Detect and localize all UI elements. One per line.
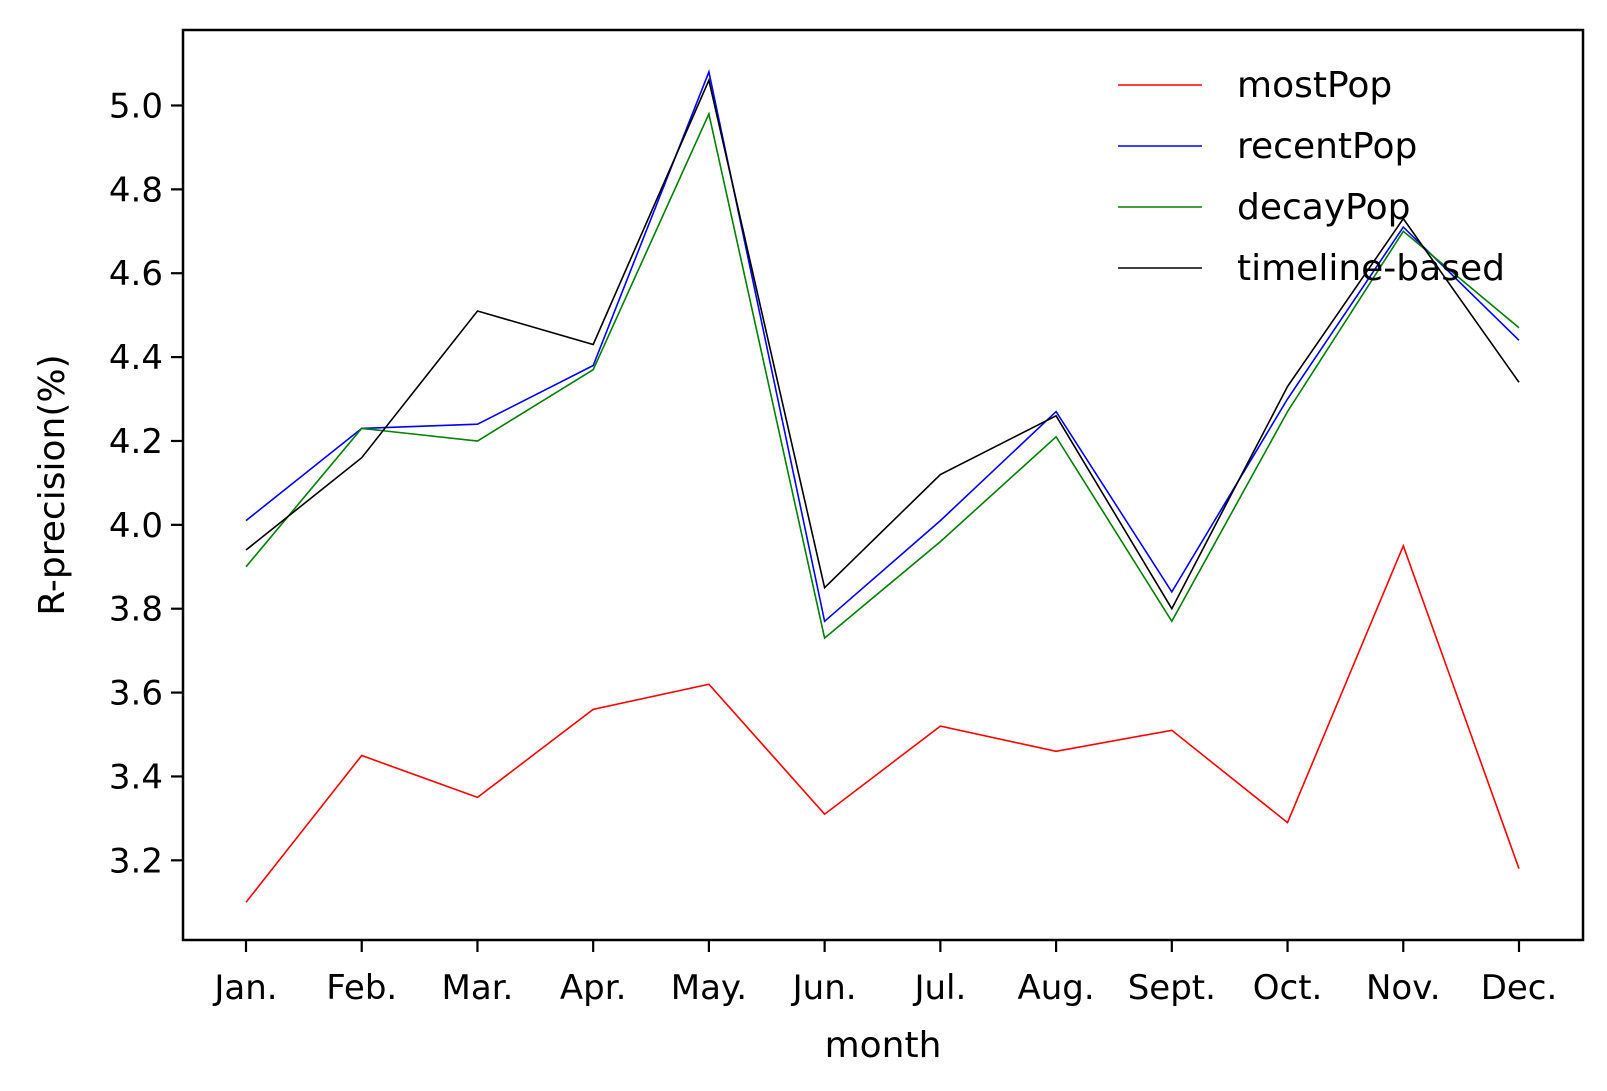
series-line-3 [245,77,1520,611]
x-tick-label: Jun. [791,968,857,1008]
y-axis-ticks: 3.2 3.4 3.6 3.8 4.0 4.2 4.4 4.6 4.8 5.0 [109,86,183,881]
y-tick-label: 3.8 [109,590,163,630]
x-tick-label: Nov. [1366,968,1441,1008]
series-line-0 [245,543,1520,903]
x-tick-label: Sept. [1128,968,1216,1008]
x-tick-label: Aug. [1017,968,1094,1008]
x-tick-label: Mar. [442,968,514,1008]
series-lines [245,69,1520,903]
x-axis-ticks: Jan. Feb. Mar. Apr. May. Jun. Jul. Aug. Sept. Oct… [212,940,1557,1008]
y-tick-label: 4.6 [109,254,163,294]
y-axis-label: R-precision(%) [32,354,73,615]
y-tick-label: 4.2 [109,422,163,462]
x-axis-label: month [825,1025,942,1066]
y-tick-label: 5.0 [109,86,163,126]
y-tick-label: 4.4 [109,338,163,378]
x-tick-label: May. [671,968,747,1008]
legend-label-1: recentPop [1237,126,1417,167]
legend-label-3: timeline-based [1237,248,1505,289]
legend: mostPop recentPop decayPop timeline-based [1118,65,1505,289]
y-tick-label: 3.4 [109,757,163,797]
y-tick-label: 4.0 [109,506,163,546]
legend-label-2: decayPop [1237,187,1410,228]
y-tick-label: 4.8 [109,170,163,210]
x-tick-label: Jul. [912,968,966,1008]
x-tick-label: Apr. [560,968,627,1008]
x-tick-label: Feb. [326,968,397,1008]
x-tick-label: Dec. [1481,968,1558,1008]
x-tick-label: Jan. [212,968,277,1008]
x-tick-label: Oct. [1253,968,1323,1008]
y-tick-label: 3.6 [109,674,163,714]
plot-frame [181,28,1585,942]
y-tick-label: 3.2 [109,841,163,881]
series-line-1 [245,69,1520,623]
legend-label-0: mostPop [1237,65,1392,106]
series-line-2 [245,111,1520,640]
